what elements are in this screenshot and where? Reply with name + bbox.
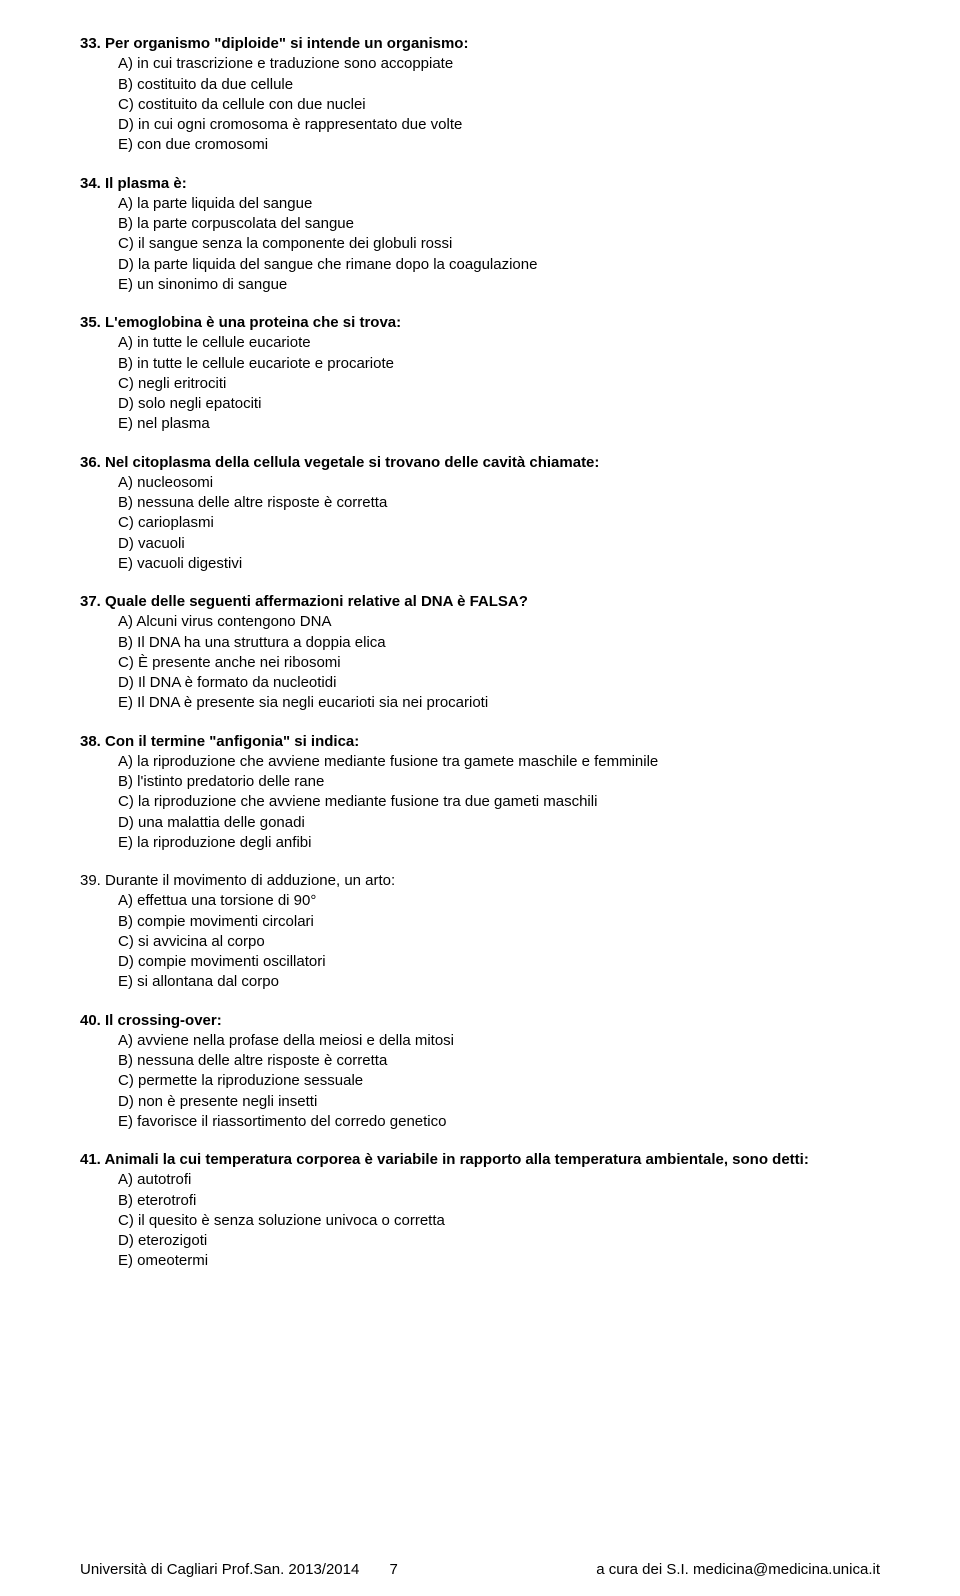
- question-option: E) Il DNA è presente sia negli eucarioti…: [118, 693, 880, 713]
- question-option: E) vacuoli digestivi: [118, 554, 880, 574]
- question-option: C) negli eritrociti: [118, 374, 880, 394]
- questions-container: 33. Per organismo "diploide" si intende …: [80, 34, 880, 1272]
- question-text: 37. Quale delle seguenti affermazioni re…: [80, 592, 880, 612]
- question-option: B) nessuna delle altre risposte è corret…: [118, 493, 880, 513]
- question-option: C) È presente anche nei ribosomi: [118, 653, 880, 673]
- question-option: C) la riproduzione che avviene mediante …: [118, 792, 880, 812]
- question-option: D) eterozigoti: [118, 1231, 880, 1251]
- question-block: 36. Nel citoplasma della cellula vegetal…: [80, 453, 880, 575]
- question-option: A) in tutte le cellule eucariote: [118, 333, 880, 353]
- question-block: 33. Per organismo "diploide" si intende …: [80, 34, 880, 156]
- document-page: 33. Per organismo "diploide" si intende …: [0, 0, 960, 1596]
- question-options: A) Alcuni virus contengono DNAB) Il DNA …: [80, 612, 880, 713]
- page-footer: Università di Cagliari Prof.San. 2013/20…: [80, 1561, 880, 1578]
- question-option: A) avviene nella profase della meiosi e …: [118, 1031, 880, 1051]
- question-option: C) si avvicina al corpo: [118, 932, 880, 952]
- question-option: D) vacuoli: [118, 534, 880, 554]
- question-options: A) la parte liquida del sangueB) la part…: [80, 194, 880, 295]
- question-option: C) permette la riproduzione sessuale: [118, 1071, 880, 1091]
- question-block: 34. Il plasma è:A) la parte liquida del …: [80, 174, 880, 296]
- question-block: 40. Il crossing-over:A) avviene nella pr…: [80, 1011, 880, 1133]
- question-option: A) la parte liquida del sangue: [118, 194, 880, 214]
- question-block: 35. L'emoglobina è una proteina che si t…: [80, 313, 880, 435]
- question-option: E) con due cromosomi: [118, 135, 880, 155]
- question-option: D) in cui ogni cromosoma è rappresentato…: [118, 115, 880, 135]
- question-option: D) solo negli epatociti: [118, 394, 880, 414]
- footer-left: Università di Cagliari Prof.San. 2013/20…: [80, 1561, 408, 1578]
- question-option: D) la parte liquida del sangue che riman…: [118, 255, 880, 275]
- question-text: 38. Con il termine "anfigonia" si indica…: [80, 732, 880, 752]
- question-option: D) una malattia delle gonadi: [118, 813, 880, 833]
- question-block: 37. Quale delle seguenti affermazioni re…: [80, 592, 880, 714]
- question-option: D) Il DNA è formato da nucleotidi: [118, 673, 880, 693]
- question-block: 38. Con il termine "anfigonia" si indica…: [80, 732, 880, 854]
- question-options: A) autotrofiB) eterotrofiC) il quesito è…: [80, 1170, 880, 1271]
- question-option: E) omeotermi: [118, 1251, 880, 1271]
- question-option: D) compie movimenti oscillatori: [118, 952, 880, 972]
- question-options: A) avviene nella profase della meiosi e …: [80, 1031, 880, 1132]
- question-block: 39. Durante il movimento di adduzione, u…: [80, 871, 880, 993]
- footer-right: a cura dei S.I. medicina@medicina.unica.…: [596, 1561, 880, 1578]
- question-text: 41. Animali la cui temperatura corporea …: [80, 1150, 880, 1170]
- question-text: 34. Il plasma è:: [80, 174, 880, 194]
- question-option: E) favorisce il riassortimento del corre…: [118, 1112, 880, 1132]
- question-option: E) la riproduzione degli anfibi: [118, 833, 880, 853]
- footer-page-number: 7: [390, 1561, 398, 1578]
- question-option: E) un sinonimo di sangue: [118, 275, 880, 295]
- question-option: C) il quesito è senza soluzione univoca …: [118, 1211, 880, 1231]
- question-text: 39. Durante il movimento di adduzione, u…: [80, 871, 880, 891]
- question-options: A) in tutte le cellule eucarioteB) in tu…: [80, 333, 880, 434]
- question-option: B) eterotrofi: [118, 1191, 880, 1211]
- question-option: E) nel plasma: [118, 414, 880, 434]
- question-text: 35. L'emoglobina è una proteina che si t…: [80, 313, 880, 333]
- question-options: A) in cui trascrizione e traduzione sono…: [80, 54, 880, 155]
- question-option: A) in cui trascrizione e traduzione sono…: [118, 54, 880, 74]
- question-text: 36. Nel citoplasma della cellula vegetal…: [80, 453, 880, 473]
- question-options: A) la riproduzione che avviene mediante …: [80, 752, 880, 853]
- question-option: B) la parte corpuscolata del sangue: [118, 214, 880, 234]
- footer-university: Università di Cagliari Prof.San. 2013/20…: [80, 1561, 359, 1578]
- question-option: A) effettua una torsione di 90°: [118, 891, 880, 911]
- question-option: B) Il DNA ha una struttura a doppia elic…: [118, 633, 880, 653]
- question-options: A) effettua una torsione di 90°B) compie…: [80, 891, 880, 992]
- question-option: B) l'istinto predatorio delle rane: [118, 772, 880, 792]
- question-option: C) il sangue senza la componente dei glo…: [118, 234, 880, 254]
- question-text: 33. Per organismo "diploide" si intende …: [80, 34, 880, 54]
- question-option: A) autotrofi: [118, 1170, 880, 1190]
- question-option: B) compie movimenti circolari: [118, 912, 880, 932]
- question-option: B) in tutte le cellule eucariote e proca…: [118, 354, 880, 374]
- question-option: B) nessuna delle altre risposte è corret…: [118, 1051, 880, 1071]
- question-option: A) Alcuni virus contengono DNA: [118, 612, 880, 632]
- question-option: D) non è presente negli insetti: [118, 1092, 880, 1112]
- question-option: E) si allontana dal corpo: [118, 972, 880, 992]
- question-text: 40. Il crossing-over:: [80, 1011, 880, 1031]
- question-option: B) costituito da due cellule: [118, 75, 880, 95]
- question-option: A) la riproduzione che avviene mediante …: [118, 752, 880, 772]
- question-option: A) nucleosomi: [118, 473, 880, 493]
- question-options: A) nucleosomiB) nessuna delle altre risp…: [80, 473, 880, 574]
- question-option: C) carioplasmi: [118, 513, 880, 533]
- question-block: 41. Animali la cui temperatura corporea …: [80, 1150, 880, 1272]
- question-option: C) costituito da cellule con due nuclei: [118, 95, 880, 115]
